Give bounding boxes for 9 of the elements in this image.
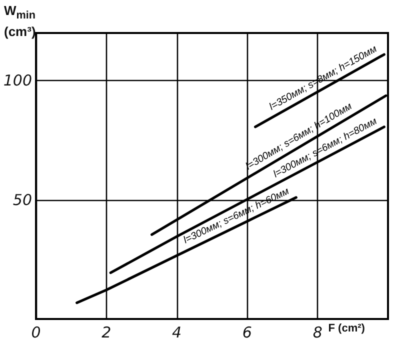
- y-tick-label: 50: [12, 190, 32, 209]
- x-axis-title: F (cm²): [328, 322, 366, 334]
- x-tick-label: 0: [31, 324, 41, 342]
- x-tick-label: 6: [242, 324, 252, 342]
- y-axis-title: W$_{min}$ (cm³): [4, 3, 36, 40]
- x-tick-label: 2: [102, 324, 112, 342]
- y-tick-label: 100: [3, 72, 32, 90]
- x-tick-label: 8: [312, 324, 322, 342]
- x-tick-label: 4: [172, 324, 182, 342]
